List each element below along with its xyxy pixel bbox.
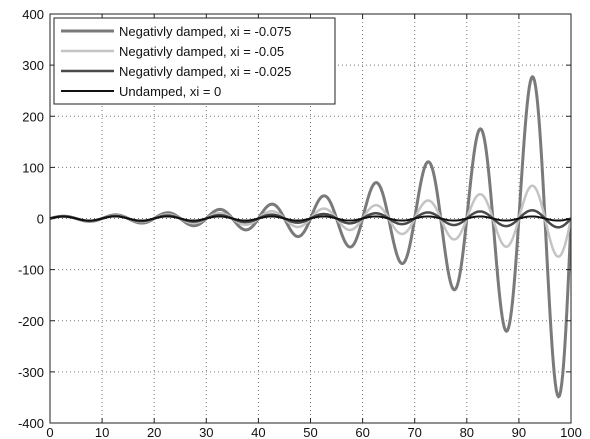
- x-tick-label: 70: [407, 425, 421, 439]
- legend-entry-label: Undamped, xi = 0: [119, 84, 221, 99]
- legend-entry-label: Negativly damped, xi = -0.05: [119, 44, 284, 59]
- y-tick-label: 400: [22, 7, 44, 22]
- x-tick-label: 20: [147, 425, 161, 439]
- legend: Negativly damped, xi = -0.075 Negativly d…: [53, 17, 336, 105]
- x-tick-label: 30: [199, 425, 213, 439]
- x-tick-label: 40: [251, 425, 265, 439]
- y-tick-label: 300: [22, 58, 44, 73]
- x-tick-label: 60: [355, 425, 369, 439]
- y-tick-label: -400: [18, 416, 44, 431]
- x-tick-label: 80: [460, 425, 474, 439]
- y-axis: -400 -300 -200 -100 0 100 200 300 400: [18, 7, 571, 431]
- y-tick-label: -200: [18, 314, 44, 329]
- series-line: [50, 215, 571, 222]
- x-tick-label: 0: [46, 425, 53, 439]
- y-tick-label: -300: [18, 365, 44, 380]
- y-tick-label: 0: [37, 212, 44, 227]
- x-axis: 0 10 20 30 40 50 60 70 80 90 100: [46, 14, 582, 439]
- legend-entry-label: Negativly damped, xi = -0.025: [119, 64, 291, 79]
- x-tick-label: 50: [303, 425, 317, 439]
- series-lines: [50, 75, 571, 399]
- y-tick-label: 100: [22, 160, 44, 175]
- x-tick-label: 10: [95, 425, 109, 439]
- x-tick-label: 90: [512, 425, 526, 439]
- y-tick-label: 200: [22, 109, 44, 124]
- y-tick-label: -100: [18, 263, 44, 278]
- x-tick-label: 100: [560, 425, 582, 439]
- legend-entry-label: Negativly damped, xi = -0.075: [119, 24, 291, 39]
